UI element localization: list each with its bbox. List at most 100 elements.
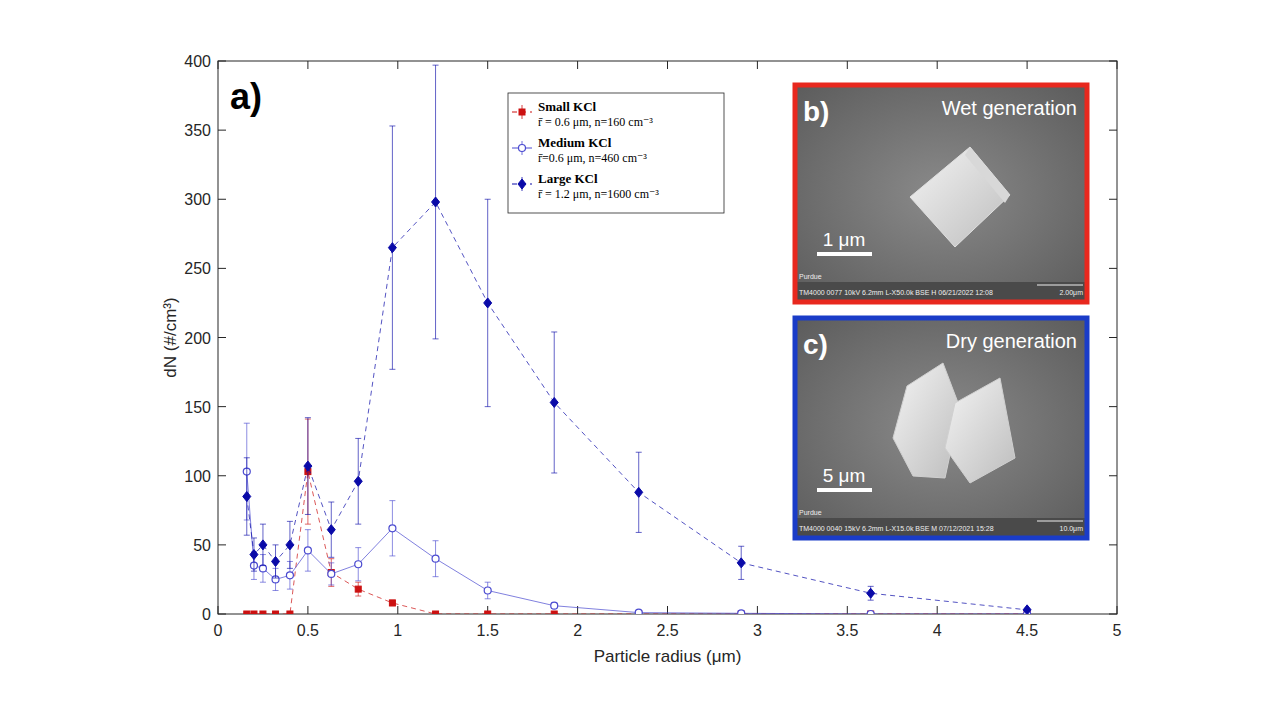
- legend-label: Large KCl: [538, 171, 598, 186]
- inset-border: [795, 318, 1087, 538]
- y-tick: [218, 199, 226, 200]
- y-tick-label: 150: [184, 399, 211, 416]
- x-tick-label: 2: [573, 622, 582, 639]
- y-tick: [1109, 337, 1117, 338]
- marker: [272, 556, 280, 566]
- crystal-face: [965, 147, 1010, 203]
- error-bar: [328, 502, 334, 557]
- error-bar: [433, 541, 439, 577]
- legend-label: Small KCl: [538, 99, 597, 114]
- error-bar-cap: [433, 338, 439, 339]
- sem-footer: [795, 518, 1087, 538]
- x-tick: [307, 61, 308, 69]
- credit: Purdue: [799, 273, 822, 280]
- marker: [327, 525, 335, 535]
- sem-footer-bar: [1037, 285, 1083, 286]
- error-bar-cap: [868, 586, 874, 587]
- x-tick-label: 1: [393, 622, 402, 639]
- marker: [867, 588, 875, 598]
- y-tick-label: 0: [202, 606, 211, 623]
- x-tick: [937, 606, 938, 614]
- x-tick: [847, 61, 848, 69]
- y-tick: [1109, 544, 1117, 545]
- panel-title: Wet generation: [942, 97, 1077, 119]
- marker: [433, 611, 439, 614]
- error-bar-cap: [305, 524, 311, 525]
- x-tick-label: 4.5: [1016, 622, 1038, 639]
- marker: [304, 547, 311, 554]
- error-bar: [244, 458, 250, 535]
- error-bar: [355, 438, 361, 524]
- error-bar: [738, 546, 744, 579]
- error-bar: [305, 530, 311, 571]
- x-tick-label: 0: [214, 622, 223, 639]
- error-bar-cap: [273, 578, 279, 579]
- sem-footer: [795, 282, 1087, 302]
- x-tick: [218, 606, 219, 614]
- error-bar-cap: [328, 584, 334, 585]
- y-tick: [218, 130, 226, 131]
- marker: [1023, 605, 1031, 614]
- marker: [250, 550, 258, 560]
- error-bar-cap: [328, 558, 334, 559]
- error-bar-cap: [287, 521, 293, 522]
- x-tick: [307, 606, 308, 614]
- marker: [251, 611, 257, 614]
- y-tick: [218, 268, 226, 269]
- y-tick-label: 50: [193, 537, 211, 554]
- error-bar: [328, 563, 334, 585]
- error-bar-cap: [273, 590, 279, 591]
- error-bar-cap: [636, 452, 642, 453]
- error-bar-cap: [485, 598, 491, 599]
- marker: [259, 565, 266, 572]
- error-bar-cap: [868, 600, 874, 601]
- y-tick-label: 300: [184, 191, 211, 208]
- legend-label: Medium KCl: [538, 135, 612, 150]
- x-tick: [847, 606, 848, 614]
- marker: [273, 611, 279, 614]
- error-bar-cap: [389, 500, 395, 501]
- marker: [484, 587, 491, 594]
- x-tick: [397, 61, 398, 69]
- x-tick-label: 5: [1113, 622, 1122, 639]
- x-tick-label: 3.5: [836, 622, 858, 639]
- x-tick: [667, 61, 668, 69]
- marker: [286, 572, 293, 579]
- error-bar-cap: [244, 423, 250, 424]
- error-bar-cap: [355, 524, 361, 525]
- panel-label: c): [803, 329, 828, 360]
- error-bar-cap: [287, 589, 293, 590]
- legend-detail: r̄=0.6 μm, n=460 cm⁻³: [538, 151, 647, 165]
- error-bar: [355, 548, 361, 581]
- marker: [551, 611, 557, 614]
- crystal: [910, 147, 1010, 247]
- error-bar-cap: [244, 457, 250, 458]
- error-bar-cap: [738, 546, 744, 547]
- inset-border: [795, 85, 1087, 302]
- x-tick-label: 3: [753, 622, 762, 639]
- sem-footer-bar: [1037, 521, 1083, 522]
- error-bar-cap: [355, 582, 361, 583]
- marker: [260, 611, 266, 614]
- y-tick-label: 400: [184, 53, 211, 70]
- y-axis-label: dN (#/cm³): [161, 297, 180, 377]
- y-tick-label: 350: [184, 122, 211, 139]
- error-bar-cap: [305, 571, 311, 572]
- credit: Purdue: [799, 509, 822, 516]
- error-bar: [328, 559, 334, 587]
- marker: [867, 611, 874, 615]
- marker: [484, 298, 492, 308]
- background: [0, 0, 1278, 720]
- marker: [355, 561, 362, 568]
- y-tick: [218, 544, 226, 545]
- error-bar: [273, 545, 279, 578]
- marker: [485, 611, 491, 614]
- x-tick: [577, 61, 578, 69]
- x-tick-label: 1.5: [477, 622, 499, 639]
- y-tick: [218, 337, 226, 338]
- marker: [287, 611, 293, 614]
- y-tick: [218, 406, 226, 407]
- error-bar-cap: [636, 532, 642, 533]
- legend-marker: [519, 109, 525, 115]
- y-tick: [1109, 268, 1117, 269]
